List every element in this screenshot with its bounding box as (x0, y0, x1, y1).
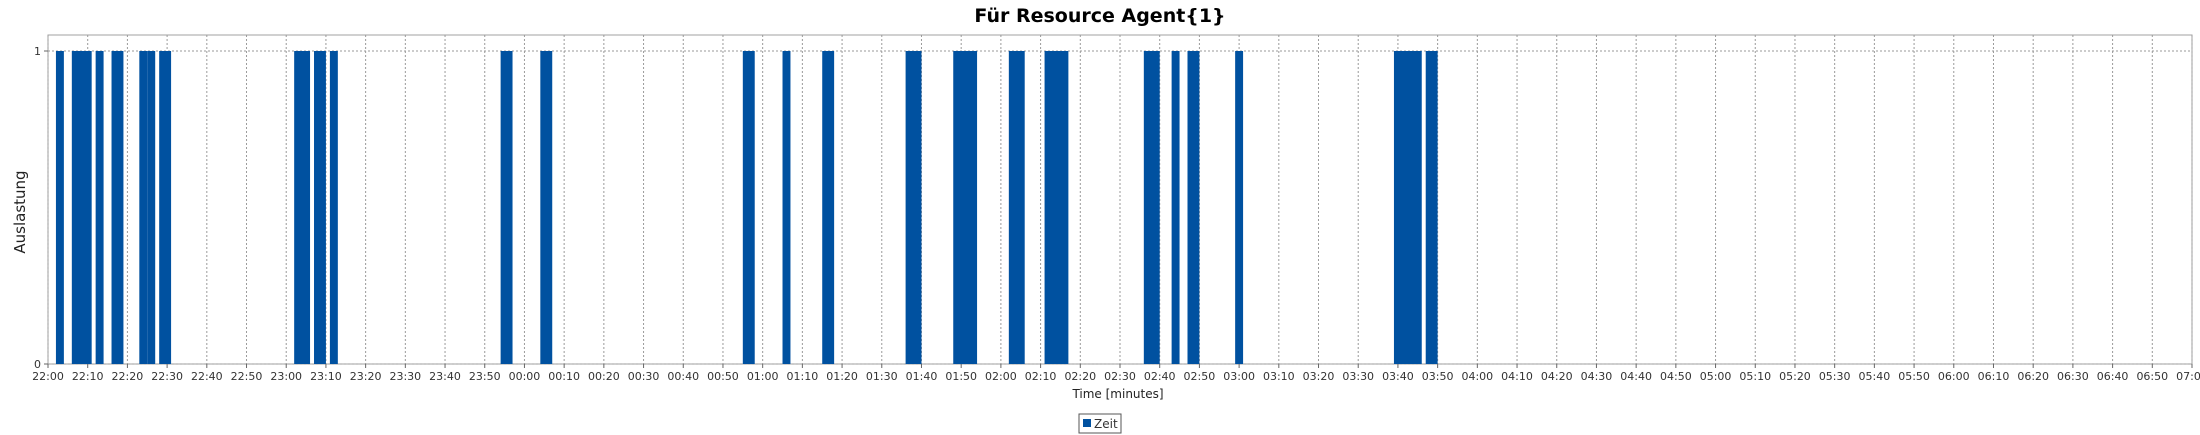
bar (1187, 51, 1200, 364)
x-tick-label: 23:30 (389, 370, 421, 383)
x-tick-label: 03:20 (1303, 370, 1335, 383)
chart-title: Für Resource Agent{1} (974, 5, 1225, 27)
x-tick-label: 23:50 (469, 370, 501, 383)
x-tick-label: 00:10 (548, 370, 580, 383)
y-axis-ticks: 01 (34, 45, 48, 371)
x-tick-label: 02:50 (1184, 370, 1216, 383)
x-tick-label: 05:50 (1898, 370, 1930, 383)
x-tick-label: 00:40 (667, 370, 699, 383)
x-tick-label: 00:20 (588, 370, 620, 383)
y-tick-label: 1 (34, 45, 41, 58)
x-tick-label: 02:40 (1144, 370, 1176, 383)
x-tick-label: 23:00 (270, 370, 302, 383)
x-tick-label: 05:20 (1779, 370, 1811, 383)
x-tick-label: 02:20 (1064, 370, 1096, 383)
legend-label: Zeit (1094, 417, 1118, 431)
x-tick-label: 01:30 (866, 370, 898, 383)
bar (139, 51, 148, 364)
x-tick-label: 01:40 (906, 370, 938, 383)
x-tick-label: 05:10 (1739, 370, 1771, 383)
y-axis-label: Auslastung (11, 170, 29, 253)
x-tick-label: 06:40 (2097, 370, 2129, 383)
x-tick-label: 06:30 (2057, 370, 2089, 383)
bar (314, 51, 326, 364)
bar (294, 51, 311, 364)
bar-series (55, 51, 1438, 364)
x-tick-label: 00:50 (707, 370, 739, 383)
x-tick-label: 06:50 (2136, 370, 2168, 383)
bar (742, 51, 755, 364)
bar (1143, 51, 1160, 364)
x-tick-label: 02:10 (1025, 370, 1057, 383)
x-tick-label: 01:20 (826, 370, 858, 383)
x-tick-label: 03:10 (1263, 370, 1295, 383)
bar (1008, 51, 1025, 364)
x-tick-label: 22:50 (231, 370, 263, 383)
x-tick-label: 02:30 (1104, 370, 1136, 383)
x-tick-label: 23:10 (310, 370, 342, 383)
x-tick-label: 23:40 (429, 370, 461, 383)
bar (95, 51, 104, 364)
x-tick-label: 06:00 (1938, 370, 1970, 383)
x-tick-label: 23:20 (350, 370, 382, 383)
bar (71, 51, 92, 364)
y-tick-label: 0 (34, 358, 41, 371)
x-tick-label: 22:30 (151, 370, 183, 383)
x-tick-label: 04:50 (1660, 370, 1692, 383)
bar (1044, 51, 1069, 364)
bar (905, 51, 922, 364)
x-tick-label: 06:10 (1978, 370, 2010, 383)
x-tick-label: 01:00 (747, 370, 779, 383)
legend-box (1078, 413, 1122, 434)
x-tick-label: 04:20 (1541, 370, 1573, 383)
x-tick-label: 05:00 (1700, 370, 1732, 383)
x-tick-label: 06:20 (2017, 370, 2049, 383)
bar (1425, 51, 1438, 364)
bar (1235, 51, 1244, 364)
x-tick-label: 03:40 (1382, 370, 1414, 383)
bar (822, 51, 835, 364)
bar (55, 51, 64, 364)
x-tick-label: 00:00 (509, 370, 541, 383)
x-tick-label: 01:50 (945, 370, 977, 383)
x-tick-label: 03:00 (1223, 370, 1255, 383)
x-tick-label: 07:00 (2176, 370, 2200, 383)
x-tick-label: 22:00 (32, 370, 64, 383)
bar (1393, 51, 1422, 364)
x-tick-label: 05:40 (1859, 370, 1891, 383)
x-axis-label: Time [minutes] (1071, 387, 1163, 401)
x-tick-label: 22:10 (72, 370, 104, 383)
bar (500, 51, 513, 364)
x-tick-label: 04:10 (1501, 370, 1533, 383)
bar (159, 51, 172, 364)
bar (329, 51, 338, 364)
x-tick-label: 03:30 (1342, 370, 1374, 383)
x-tick-label: 03:50 (1422, 370, 1454, 383)
legend: Zeit (1078, 413, 1122, 434)
x-tick-label: 04:40 (1620, 370, 1652, 383)
x-tick-label: 01:10 (787, 370, 819, 383)
x-tick-label: 22:40 (191, 370, 223, 383)
bar (953, 51, 978, 364)
bar (1171, 51, 1180, 364)
x-tick-label: 04:30 (1581, 370, 1613, 383)
x-axis-ticks: 22:00 22:10 22:20 22:30 22:40 22:50 23:00 23:10… (32, 364, 2200, 383)
x-tick-label: 05:30 (1819, 370, 1851, 383)
x-tick-label: 00:30 (628, 370, 660, 383)
x-tick-label: 02:00 (985, 370, 1017, 383)
bar (782, 51, 791, 364)
x-tick-label: 22:20 (112, 370, 144, 383)
bar (540, 51, 553, 364)
bar (111, 51, 124, 364)
x-tick-label: 04:00 (1461, 370, 1493, 383)
legend-swatch (1083, 419, 1091, 427)
bar (147, 51, 156, 364)
